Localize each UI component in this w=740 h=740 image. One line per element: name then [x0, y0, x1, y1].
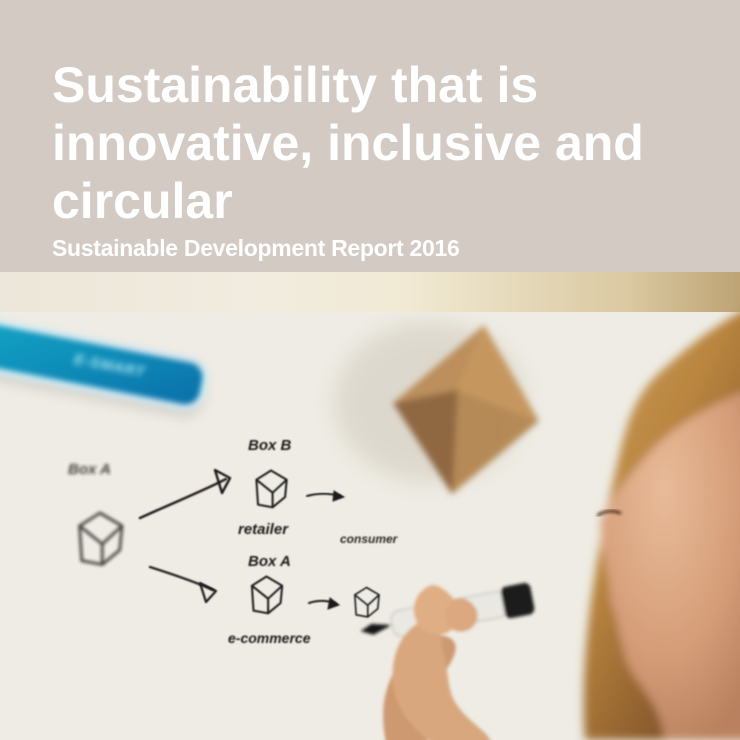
svg-text:consumer: consumer	[340, 532, 399, 546]
svg-text:Box A: Box A	[248, 553, 291, 570]
svg-text:Box A: Box A	[68, 461, 111, 478]
svg-text:Box B: Box B	[248, 437, 292, 454]
svg-text:e-commerce: e-commerce	[228, 630, 311, 646]
svg-text:retailer: retailer	[238, 521, 289, 538]
